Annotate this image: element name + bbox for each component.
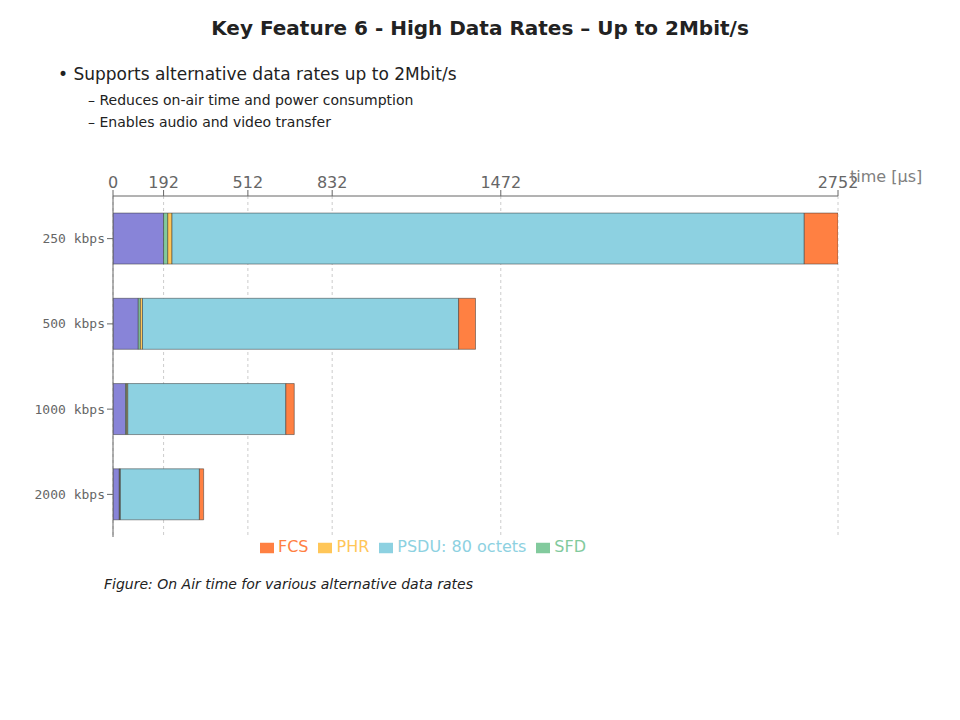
svg-text:192: 192 [148,173,179,192]
html-text:SFD: SFD [554,537,586,556]
svg-text:250 kbps: 250 kbps [42,231,105,246]
html-text:FCS: FCS [278,537,309,556]
html-text:PSDU: 80 octets: PSDU: 80 octets [397,537,527,556]
html-text:– Reduces on-air time and powe: – Reduces on-air time and power consumpt… [88,92,414,108]
svg-text:512: 512 [233,173,264,192]
html-text:• Supports alternative data ra: • Supports alternative data rates up to … [58,64,457,84]
html-text:Key Feature 6 - High Data Rate: Key Feature 6 - High Data Rates – Up to … [211,16,749,40]
html-text:PHR: PHR [336,537,370,556]
svg-text:1472: 1472 [480,173,521,192]
svg-text:832: 832 [317,173,348,192]
svg-text:1000 kbps: 1000 kbps [35,402,105,417]
html-text:– Enables audio and video tran: – Enables audio and video transfer [88,114,331,130]
svg-text:2000 kbps: 2000 kbps [35,487,105,502]
html-text:Figure: On Air time for variou: Figure: On Air time for various alternat… [104,576,473,592]
svg-text:time [µs]: time [µs] [850,167,922,186]
svg-text:500 kbps: 500 kbps [42,316,105,331]
svg-text:2752: 2752 [817,173,859,192]
svg-text:0: 0 [108,173,118,192]
